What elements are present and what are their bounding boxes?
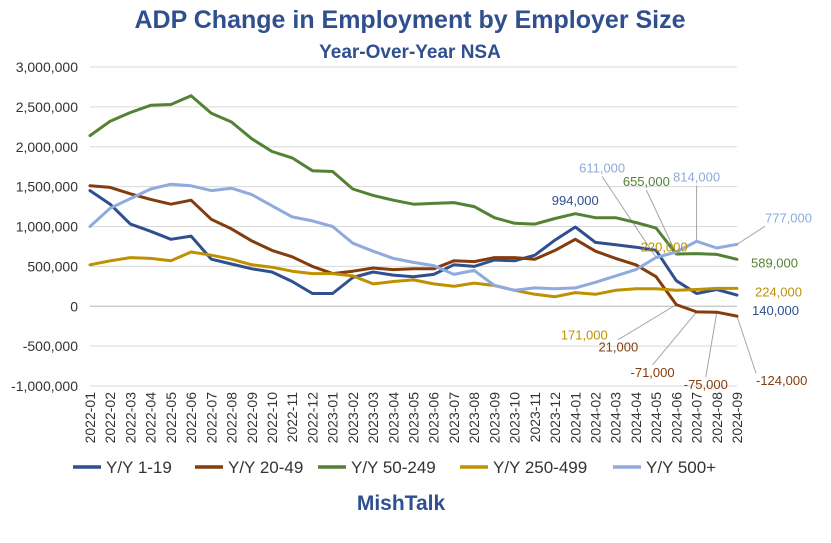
- annotation-label: 220,000: [641, 240, 688, 255]
- y-tick-label: 1,500,000: [16, 179, 78, 195]
- y-axis-ticks: 3,000,000 2,500,000 2,000,000 1,500,000 1,00…: [11, 59, 78, 394]
- x-tick-label: 2024-02: [587, 392, 603, 444]
- annotation-label: 814,000: [673, 169, 720, 184]
- grid-layer: [90, 66, 737, 387]
- y-tick-label: 0: [70, 298, 78, 314]
- series-line-1: [88, 184, 739, 318]
- legend: Y/Y 1-19 Y/Y 20-49 Y/Y 50-249 Y/Y 250-499 Y/…: [73, 458, 716, 477]
- x-tick-label: 2024-08: [709, 392, 725, 444]
- y-tick-label: 500,000: [27, 258, 78, 274]
- x-tick-label: 2022-10: [264, 392, 280, 444]
- x-tick-label: 2022-08: [224, 392, 240, 444]
- annotation-leader: [652, 311, 697, 366]
- legend-label: Y/Y 20-49: [228, 458, 303, 477]
- x-tick-label: 2022-04: [143, 392, 159, 444]
- series-lines: [88, 94, 739, 318]
- y-tick-label: -1,000,000: [11, 378, 78, 394]
- x-tick-label: 2022-11: [284, 392, 300, 443]
- x-tick-label: 2023-05: [406, 392, 422, 444]
- data-annotations: 994,000 611,000 814,000 777,000 655,000 589,0…: [552, 161, 812, 393]
- y-tick-label: 2,000,000: [16, 139, 78, 155]
- legend-label: Y/Y 1-19: [106, 458, 172, 477]
- brand-label: MishTalk: [357, 492, 446, 515]
- annotation-label: 140,000: [752, 303, 799, 318]
- x-tick-label: 2023-09: [486, 392, 502, 444]
- x-tick-label: 2022-06: [183, 392, 199, 444]
- y-tick-label: -500,000: [23, 338, 78, 354]
- chart-subtitle: Year-Over-Year NSA: [319, 42, 501, 63]
- annotation-label: 655,000: [623, 174, 670, 189]
- x-tick-label: 2024-05: [648, 392, 664, 444]
- annotation-leader: [736, 315, 757, 374]
- chart-title: ADP Change in Employment by Employer Siz…: [134, 6, 685, 34]
- series-line-0: [88, 189, 739, 297]
- legend-label: Y/Y 250-499: [493, 458, 587, 477]
- x-tick-label: 2024-09: [729, 392, 745, 444]
- annotation-leaders: [601, 176, 766, 378]
- series-line-4: [88, 182, 739, 292]
- x-tick-label: 2023-12: [547, 392, 563, 444]
- x-tick-label: 2022-05: [163, 392, 179, 444]
- annotation-leader: [736, 225, 766, 245]
- x-tick-label: 2023-01: [325, 392, 341, 444]
- annotation-label: 611,000: [579, 161, 625, 176]
- annotation-label: 777,000: [765, 210, 812, 225]
- legend-label: Y/Y 500+: [646, 458, 716, 477]
- x-tick-label: 2023-10: [507, 392, 523, 444]
- x-tick-label: 2022-12: [304, 392, 320, 444]
- x-tick-label: 2024-04: [628, 392, 644, 444]
- annotation-label: 21,000: [598, 340, 638, 355]
- x-tick-label: 2023-06: [426, 392, 442, 444]
- y-tick-label: 2,500,000: [16, 99, 78, 115]
- series-line-2: [88, 94, 739, 261]
- x-tick-label: 2022-09: [244, 392, 260, 444]
- x-tick-label: 2022-03: [122, 392, 138, 444]
- annotation-label: 171,000: [561, 328, 608, 343]
- x-tick-label: 2023-02: [345, 392, 361, 444]
- x-tick-label: 2024-01: [567, 392, 583, 444]
- x-tick-label: 2023-04: [385, 392, 401, 444]
- x-tick-label: 2023-11: [527, 392, 543, 443]
- y-tick-label: 3,000,000: [16, 59, 78, 75]
- x-tick-label: 2023-07: [446, 392, 462, 444]
- annotation-label: 224,000: [755, 284, 802, 299]
- x-axis-ticks: 2022-01 2022-02 2022-03 2022-04 2022-05 2022-…: [82, 392, 745, 444]
- y-tick-label: 1,000,000: [16, 219, 78, 235]
- annotation-leader: [705, 312, 718, 378]
- annotation-label: -71,000: [631, 365, 675, 380]
- annotation-leader: [601, 176, 657, 258]
- x-tick-label: 2022-07: [203, 392, 219, 444]
- x-tick-label: 2024-06: [668, 392, 684, 444]
- x-tick-label: 2023-03: [365, 392, 381, 444]
- x-tick-label: 2022-02: [102, 392, 118, 444]
- legend-label: Y/Y 50-249: [351, 458, 436, 477]
- annotation-label: -75,000: [684, 377, 728, 392]
- annotation-label: -124,000: [756, 373, 807, 388]
- x-tick-label: 2024-07: [689, 392, 705, 444]
- annotation-label: 589,000: [751, 255, 798, 270]
- annotation-leader: [618, 304, 677, 341]
- x-tick-label: 2024-03: [608, 392, 624, 444]
- series-line-3: [88, 250, 739, 299]
- x-tick-label: 2022-01: [82, 392, 98, 444]
- annotation-label: 994,000: [552, 193, 599, 208]
- x-tick-label: 2023-08: [466, 392, 482, 444]
- annotation-leader: [645, 189, 677, 255]
